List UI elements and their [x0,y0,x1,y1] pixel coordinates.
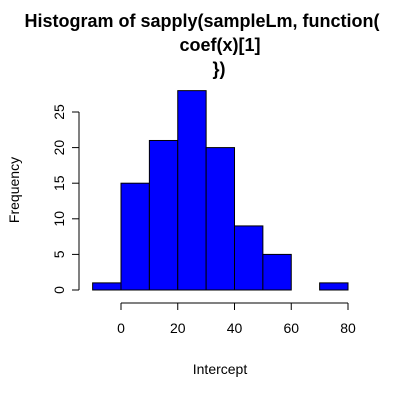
x-tick-label-5: 80 [340,320,356,336]
chart-title-line-3: }) [213,59,226,79]
histogram-bar-6 [234,225,264,291]
chart-title-line-1: Histogram of sapply(sampleLm, function( [24,11,379,31]
histogram-bar-1 [92,282,122,291]
y-axis-label: Frequency [6,157,22,223]
chart-title: Histogram of sapply(sampleLm, function( … [24,11,379,79]
histogram-bar-9 [319,282,349,291]
y-tick-label-5: 20 [51,140,67,156]
histogram-bar-2 [120,182,150,291]
histogram-bar-7 [262,253,292,291]
chart-title-line-2: coef(x)[1] [179,35,260,55]
y-tick-label-2: 5 [51,250,67,258]
x-axis-label: Intercept [193,361,248,377]
y-tick-label-1: 0 [51,286,67,294]
histogram-bar-5 [205,147,236,291]
y-tick-label-3: 10 [51,211,67,227]
x-tick-label-3: 40 [227,320,243,336]
histogram-bar-4 [177,90,207,291]
y-tick-label-6: 25 [51,104,67,120]
x-tick-label-4: 60 [283,320,299,336]
histogram-bars [92,90,349,291]
x-axis: 0 20 40 60 80 [117,302,356,336]
y-tick-label-4: 15 [51,175,67,191]
y-axis: 0 5 10 15 20 25 [51,104,80,294]
histogram-bar-3 [148,139,179,291]
x-tick-label-2: 20 [170,320,186,336]
x-tick-label-1: 0 [117,320,125,336]
